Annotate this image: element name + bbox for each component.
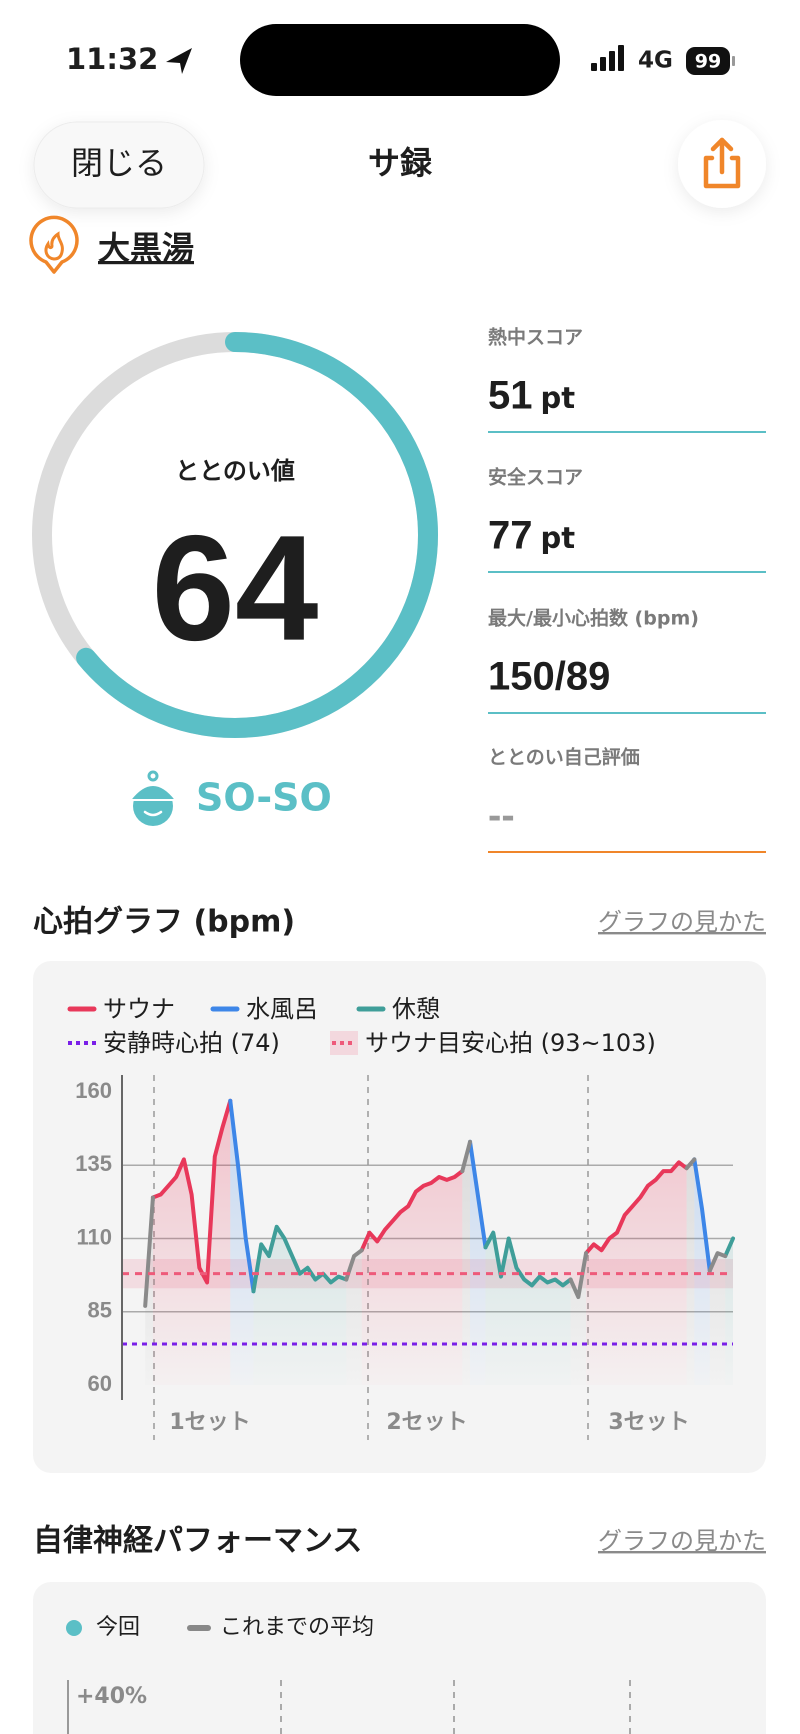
battery-tip xyxy=(732,56,735,66)
ring-value: 64 xyxy=(152,504,319,672)
stat-unit: pt xyxy=(541,381,576,415)
chart-card xyxy=(33,1582,766,1734)
series-area xyxy=(485,1232,571,1385)
y-tick-label: 85 xyxy=(88,1298,112,1323)
stat-label: 熱中スコア xyxy=(488,326,583,349)
ring-label: ととのい値 xyxy=(175,457,295,485)
legend-label: 安静時心拍 (74) xyxy=(103,1029,280,1057)
help-link[interactable]: グラフの見かた xyxy=(598,908,766,936)
location-icon xyxy=(29,215,79,274)
legend-label: サウナ xyxy=(103,995,175,1023)
section-title: 心拍グラフ (bpm) xyxy=(33,905,295,940)
stat-label: ととのい自己評価 xyxy=(488,746,640,769)
series-area xyxy=(470,1141,486,1385)
signal-icon xyxy=(591,45,624,71)
location-name[interactable]: 大黒湯 xyxy=(98,229,194,267)
series-area xyxy=(686,1159,695,1385)
series-area xyxy=(230,1100,254,1385)
help-link[interactable]: グラフの見かた xyxy=(598,1527,766,1555)
series-area xyxy=(725,1238,733,1385)
series-area xyxy=(709,1253,726,1385)
legend-label: 休憩 xyxy=(392,995,440,1023)
series-line xyxy=(228,1098,712,1294)
stat-value: 150/89 xyxy=(488,655,610,699)
set-label: 1セット xyxy=(169,1410,250,1435)
y-tick-label: +40% xyxy=(76,1684,147,1709)
series-line xyxy=(251,1224,735,1294)
rating: SO-SO xyxy=(196,776,332,820)
stat-label: 安全スコア xyxy=(488,466,583,489)
series-line xyxy=(143,1139,728,1308)
stat-value: 51 xyxy=(488,374,533,418)
battery xyxy=(686,47,730,75)
set-dividers xyxy=(280,1680,631,1734)
series-line xyxy=(150,1098,689,1285)
rating-icon xyxy=(127,770,179,826)
section-title: 自律神経パフォーマンス xyxy=(33,1524,362,1559)
dynamic-island xyxy=(240,24,560,96)
status-time: 11:32 xyxy=(66,42,158,76)
stat-unit: pt xyxy=(541,521,576,555)
stat-label: 最大/最小心拍数 (bpm) xyxy=(488,607,699,630)
battery-level: 99 xyxy=(695,51,721,73)
series-area xyxy=(361,1171,463,1385)
series-area xyxy=(152,1100,231,1385)
series-area xyxy=(462,1141,471,1385)
series-area xyxy=(586,1162,687,1385)
legend-label: これまでの平均 xyxy=(220,1615,374,1640)
y-tick-label: 110 xyxy=(77,1224,113,1249)
legend-label: 水風呂 xyxy=(246,995,318,1023)
set-label: 3セット xyxy=(608,1410,689,1435)
stat-value: 77 xyxy=(488,514,533,558)
close-button[interactable] xyxy=(33,121,205,209)
y-tick-label: 135 xyxy=(75,1151,112,1176)
legend-label: 今回 xyxy=(96,1615,140,1640)
page-title: サ録 xyxy=(368,144,433,182)
close-label[interactable]: 閉じる xyxy=(71,144,167,182)
series-area xyxy=(346,1250,362,1385)
stat-value: -- xyxy=(488,794,515,838)
series-area xyxy=(694,1159,710,1385)
legend-label: サウナ目安心拍 (93~103) xyxy=(365,1029,656,1057)
y-tick-label: 160 xyxy=(75,1078,112,1103)
y-tick-label: 60 xyxy=(88,1371,112,1396)
location-arrow-icon xyxy=(166,48,192,74)
ring-arc xyxy=(32,332,438,738)
set-label: 2セット xyxy=(386,1410,467,1435)
network: 4G xyxy=(638,48,673,74)
share-icon[interactable] xyxy=(703,137,741,189)
legend-dot xyxy=(66,1620,82,1636)
